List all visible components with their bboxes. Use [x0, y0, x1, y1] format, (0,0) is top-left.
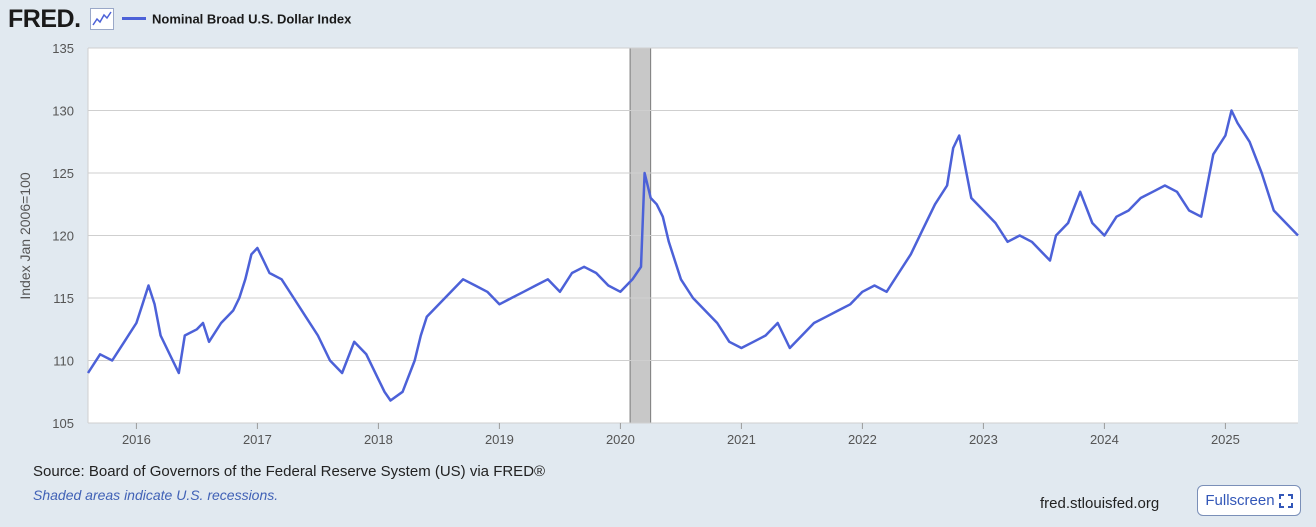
fullscreen-button[interactable]: Fullscreen	[1197, 485, 1301, 516]
x-tick-label: 2024	[1090, 432, 1119, 447]
fullscreen-icon	[1278, 493, 1293, 508]
x-tick-label: 2016	[122, 432, 151, 447]
x-tick-label: 2019	[485, 432, 514, 447]
series-layer	[86, 109, 1299, 402]
series-line	[86, 109, 1299, 402]
x-tick-label: 2020	[606, 432, 635, 447]
y-tick-label: 105	[52, 416, 74, 431]
x-tick-label: 2022	[848, 432, 877, 447]
legend[interactable]: Nominal Broad U.S. Dollar Index	[122, 10, 351, 26]
site-link[interactable]: fred.stlouisfed.org	[1040, 495, 1160, 512]
y-tick-label: 135	[52, 41, 74, 56]
y-tick-label: 125	[52, 166, 74, 181]
gridlines	[87, 47, 1298, 424]
legend-swatch	[122, 17, 146, 21]
x-tick-label: 2025	[1211, 432, 1240, 447]
y-axis-ticks: 105 110 115 120 125 130 135	[52, 41, 74, 431]
x-tick-label: 2017	[243, 432, 272, 447]
x-tick-label: 2021	[727, 432, 756, 447]
x-tick-label: 2023	[969, 432, 998, 447]
fred-logo[interactable]: FRED.	[8, 5, 81, 33]
fullscreen-label: Fullscreen	[1205, 492, 1275, 509]
chart-header: FRED. Nominal Broad U.S. Dollar Index	[0, 0, 1316, 36]
y-tick-label: 130	[52, 104, 74, 119]
y-tick-label: 120	[52, 229, 74, 244]
y-tick-label: 110	[53, 354, 74, 369]
y-axis-title: Index Jan 2006=100	[17, 172, 33, 299]
recession-note: Shaded areas indicate U.S. recessions.	[33, 487, 279, 503]
x-axis-ticks: 2016 2017 2018 2019 2020 2021 2022 2023 2024 2025	[122, 423, 1240, 447]
x-tick-label: 2018	[364, 432, 393, 447]
source-text: Source: Board of Governors of the Federa…	[33, 463, 546, 480]
legend-label: Nominal Broad U.S. Dollar Index	[152, 11, 352, 27]
y-tick-label: 115	[53, 291, 74, 306]
graph-icon[interactable]	[90, 8, 114, 30]
